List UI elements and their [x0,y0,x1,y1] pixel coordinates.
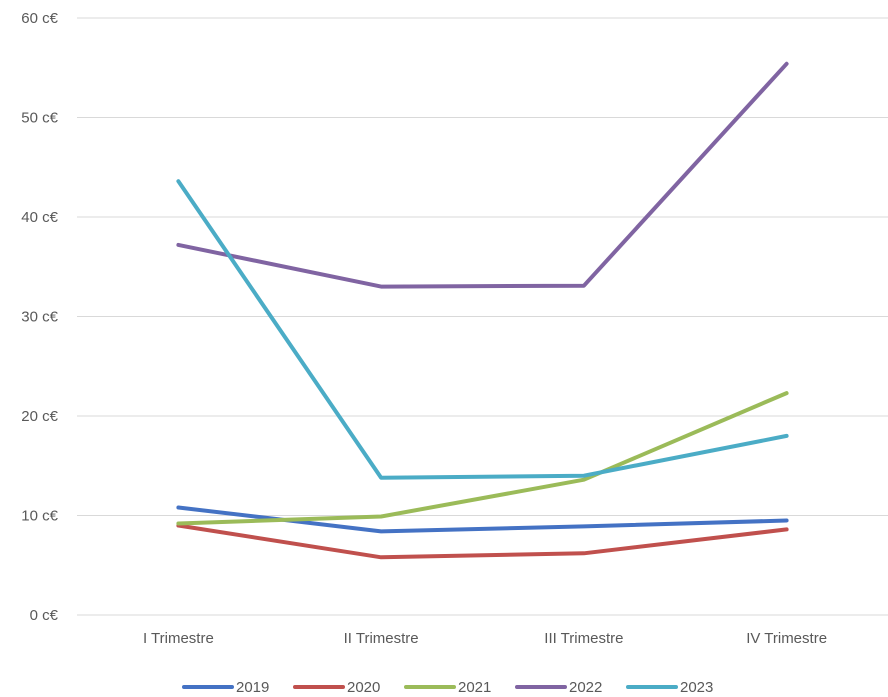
y-tick-label: 20 c€ [21,408,58,425]
legend-label: 2020 [347,679,380,696]
series-line-2021 [176,391,789,526]
series-line-2020 [176,523,789,560]
x-axis-ticks: I Trimestre II Trimestre III Trimestre IV T… [143,630,827,647]
y-tick-label: 50 c€ [21,110,58,127]
legend-item-2022: 2022 [515,679,602,696]
legend-label: 2019 [236,679,269,696]
y-axis-ticks: 0 c€ 10 c€ 20 c€ 30 c€ 40 c€ 50 c€ 60 c€ [21,10,58,624]
y-tick-label: 30 c€ [21,309,58,326]
x-tick-label: II Trimestre [344,630,419,647]
y-tick-label: 40 c€ [21,209,58,226]
y-tick-label: 10 c€ [21,508,58,525]
y-tick-label: 60 c€ [21,10,58,27]
legend-label: 2023 [680,679,713,696]
legend-label: 2021 [458,679,491,696]
y-tick-label: 0 c€ [30,607,59,624]
x-tick-label: IV Trimestre [746,630,827,647]
legend-item-2023: 2023 [626,679,713,696]
legend-item-2021: 2021 [404,679,491,696]
x-tick-label: III Trimestre [544,630,623,647]
legend-label: 2022 [569,679,602,696]
legend: 2019 2020 2021 2022 2023 [182,679,713,696]
series-line-2022 [176,61,789,289]
legend-item-2020: 2020 [293,679,380,696]
series-lines [176,61,789,560]
legend-item-2019: 2019 [182,679,269,696]
series-line-2023 [176,179,789,480]
gridlines [77,17,888,616]
x-tick-label: I Trimestre [143,630,214,647]
